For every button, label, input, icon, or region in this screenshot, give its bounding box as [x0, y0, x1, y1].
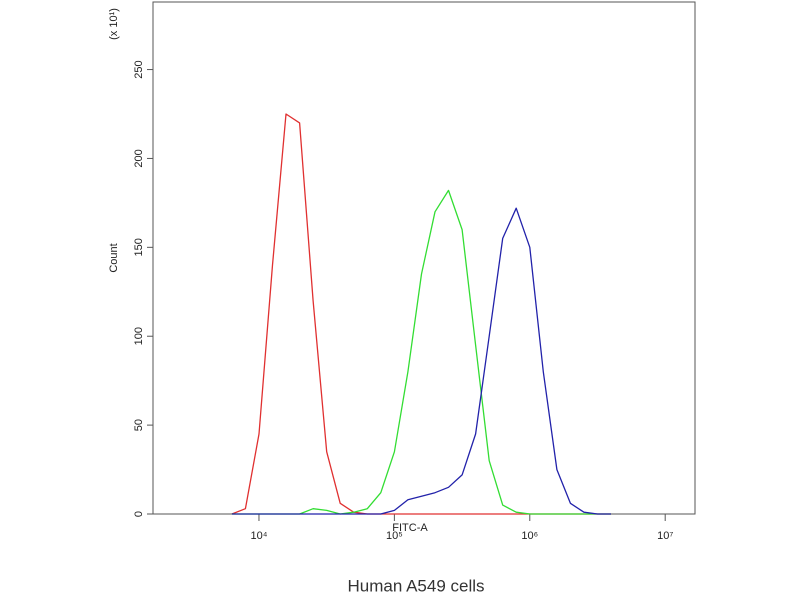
series-line — [231, 207, 611, 515]
x-tick-label: 10⁴ — [250, 530, 267, 542]
caption: Human A549 cells — [347, 576, 484, 595]
x-tick-label: 10⁵ — [386, 530, 403, 542]
y-tick-label: 50 — [133, 419, 145, 431]
y-tick-label: 100 — [133, 327, 145, 345]
plot-frame — [152, 1, 696, 515]
x-tick-label: 10⁷ — [657, 530, 673, 542]
series-line — [231, 189, 611, 515]
y-tick-label: 200 — [133, 149, 145, 167]
y-tick-label: 150 — [133, 238, 145, 256]
y-tick-label: 250 — [133, 60, 145, 78]
x-axis-label: FITC-A — [392, 522, 428, 534]
x-tick-label: 10⁶ — [521, 530, 538, 542]
y-axis-label: Count — [108, 243, 120, 272]
y-tick-label: 0 — [133, 511, 145, 517]
y-multiplier: (x 10¹) — [108, 8, 120, 40]
